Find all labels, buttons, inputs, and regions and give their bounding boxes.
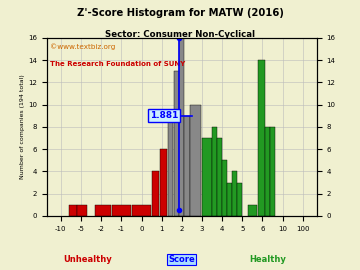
- Bar: [202, 138, 212, 216]
- Bar: [237, 183, 242, 216]
- Bar: [190, 104, 202, 216]
- Text: The Research Foundation of SUNY: The Research Foundation of SUNY: [50, 61, 185, 67]
- Bar: [160, 149, 167, 216]
- Text: 1.881: 1.881: [150, 111, 179, 120]
- Bar: [179, 38, 184, 216]
- Bar: [174, 71, 179, 216]
- Bar: [184, 116, 190, 216]
- Bar: [168, 116, 174, 216]
- Bar: [2, 205, 39, 216]
- Bar: [212, 127, 217, 216]
- Y-axis label: Number of companies (194 total): Number of companies (194 total): [20, 75, 25, 179]
- Bar: [95, 205, 111, 216]
- Bar: [258, 60, 265, 216]
- Bar: [69, 205, 77, 216]
- Bar: [270, 127, 275, 216]
- Bar: [265, 127, 270, 216]
- Text: Score: Score: [168, 255, 195, 264]
- Bar: [132, 205, 151, 216]
- Bar: [232, 171, 237, 216]
- Bar: [112, 205, 131, 216]
- Text: Sector: Consumer Non-Cyclical: Sector: Consumer Non-Cyclical: [105, 30, 255, 39]
- Bar: [227, 183, 232, 216]
- Bar: [248, 205, 257, 216]
- Text: ©www.textbiz.org: ©www.textbiz.org: [50, 43, 115, 50]
- Text: Z'-Score Histogram for MATW (2016): Z'-Score Histogram for MATW (2016): [77, 8, 283, 18]
- Bar: [222, 160, 227, 216]
- Text: Unhealthy: Unhealthy: [63, 255, 112, 264]
- Text: Healthy: Healthy: [249, 255, 286, 264]
- Bar: [217, 138, 222, 216]
- Bar: [152, 171, 159, 216]
- Bar: [77, 205, 87, 216]
